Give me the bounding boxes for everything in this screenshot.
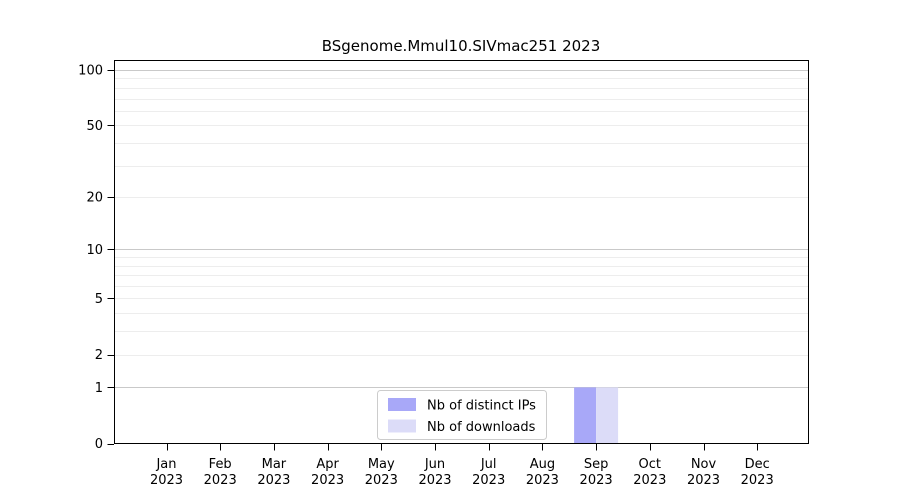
- y-tick-label: 1: [95, 381, 103, 396]
- x-tick-label-month: Jan: [155, 457, 176, 472]
- x-tick-label-year: 2023: [741, 473, 774, 488]
- x-tick-label-year: 2023: [311, 473, 344, 488]
- x-tick-label-year: 2023: [150, 473, 183, 488]
- y-tick-label: 50: [86, 119, 103, 134]
- x-tick-label-month: Jun: [424, 457, 445, 472]
- bar-distinct-ips: [574, 387, 597, 444]
- x-tick-label-month: Nov: [691, 457, 717, 472]
- x-tick-label-year: 2023: [204, 473, 237, 488]
- x-tick-label-month: May: [368, 457, 395, 472]
- x-tick-label-year: 2023: [633, 473, 666, 488]
- x-tick-label-month: Mar: [262, 457, 287, 472]
- x-tick-label-month: Jul: [480, 457, 497, 472]
- x-tick-label-year: 2023: [526, 473, 559, 488]
- legend-label-distinct-ips: Nb of distinct IPs: [427, 399, 536, 414]
- grid-layer: [114, 70, 808, 388]
- x-tick-label-year: 2023: [418, 473, 451, 488]
- ticks-layer: [107, 70, 758, 451]
- y-tick-label: 2: [95, 348, 103, 363]
- y-tick-label: 20: [86, 191, 103, 206]
- y-tick-label: 5: [95, 292, 103, 307]
- x-tick-label-month: Feb: [209, 457, 232, 472]
- y-tick-label: 10: [86, 243, 103, 258]
- legend: Nb of distinct IPs Nb of downloads: [377, 390, 547, 440]
- x-tick-label-year: 2023: [687, 473, 720, 488]
- x-tick-label-year: 2023: [580, 473, 613, 488]
- plot-area-frame: [114, 60, 809, 444]
- x-tick-label-year: 2023: [472, 473, 505, 488]
- bar-downloads: [596, 387, 619, 444]
- legend-swatch-distinct-ips-icon: [388, 398, 416, 411]
- x-tick-label-month: Apr: [316, 457, 339, 472]
- x-tick-label-month: Dec: [745, 457, 770, 472]
- x-tick-label-month: Aug: [530, 457, 555, 472]
- x-tick-label-year: 2023: [365, 473, 398, 488]
- tick-labels-layer: 0125102050100Jan2023Feb2023Mar2023Apr202…: [78, 64, 774, 489]
- legend-box: [377, 390, 547, 440]
- y-tick-label: 100: [78, 64, 103, 79]
- bars-layer: [574, 387, 619, 444]
- x-tick-label-month: Oct: [639, 457, 661, 472]
- legend-label-downloads: Nb of downloads: [427, 420, 536, 435]
- legend-swatch-downloads-icon: [388, 419, 416, 433]
- y-tick-label: 0: [95, 437, 103, 452]
- chart-title: BSgenome.Mmul10.SIVmac251 2023: [322, 37, 601, 55]
- x-tick-label-month: Sep: [584, 457, 609, 472]
- x-tick-label-year: 2023: [257, 473, 290, 488]
